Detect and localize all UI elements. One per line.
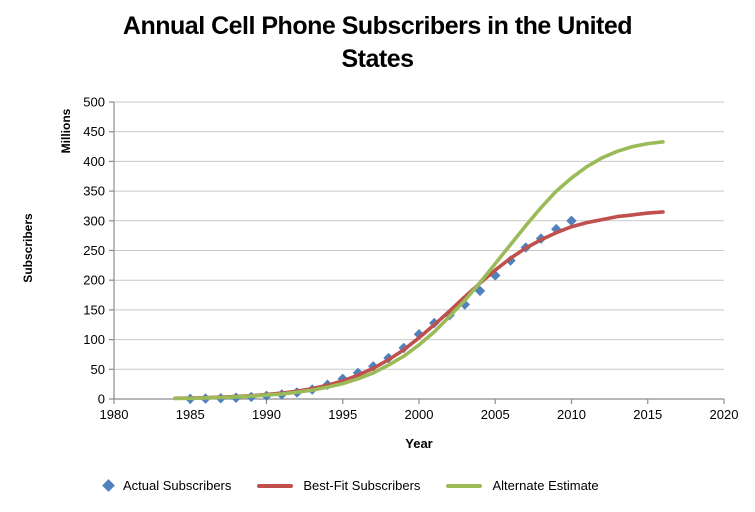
y-tick-label: 350 xyxy=(83,184,105,199)
legend-label: Best-Fit Subscribers xyxy=(303,478,421,493)
data-point-diamond xyxy=(566,215,577,226)
y-tick-label: 250 xyxy=(83,243,105,258)
y-tick-label: 0 xyxy=(98,392,105,407)
y-tick-label: 400 xyxy=(83,154,105,169)
legend-item-alternate-estimate: Alternate Estimate xyxy=(446,478,599,493)
x-tick-label: 2015 xyxy=(633,407,662,422)
x-tick-label: 2000 xyxy=(405,407,434,422)
y-tick-label: 50 xyxy=(91,362,105,377)
line-marker-icon xyxy=(446,483,483,488)
x-tick-label: 2020 xyxy=(710,407,739,422)
y-tick-label: 200 xyxy=(83,273,105,288)
y-tick-label: 150 xyxy=(83,302,105,317)
chart-title: Annual Cell Phone Subscribers in the Uni… xyxy=(0,10,755,76)
diamond-marker-icon xyxy=(102,479,115,492)
y-tick-label: 450 xyxy=(83,124,105,139)
fit-curve xyxy=(173,210,665,401)
legend-item-best-fit-subscribers: Best-Fit Subscribers xyxy=(257,478,420,493)
y-tick-label: 500 xyxy=(83,95,105,110)
legend-label: Actual Subscribers xyxy=(123,478,232,493)
x-tick-label: 2010 xyxy=(557,407,586,422)
x-axis-title: Year xyxy=(405,436,433,451)
fit-curve xyxy=(173,140,665,401)
x-tick-label: 1985 xyxy=(176,407,205,422)
x-tick-label: 1990 xyxy=(252,407,281,422)
chart-title-line1: Annual Cell Phone Subscribers in the Uni… xyxy=(122,12,633,40)
legend-label: Alternate Estimate xyxy=(492,478,599,493)
chart-title-line2: States xyxy=(341,45,414,73)
y-tick-label: 100 xyxy=(83,332,105,347)
x-tick-label: 2005 xyxy=(481,407,510,422)
legend-item-actual-subscribers: Actual Subscribers xyxy=(102,478,232,493)
x-tick-label: 1980 xyxy=(100,407,129,422)
line-marker-icon xyxy=(257,483,294,488)
x-tick-label: 1995 xyxy=(328,407,357,422)
y-tick-label: 300 xyxy=(83,213,105,228)
legend: Actual Subscribers Best-Fit Subscribers … xyxy=(102,478,599,493)
